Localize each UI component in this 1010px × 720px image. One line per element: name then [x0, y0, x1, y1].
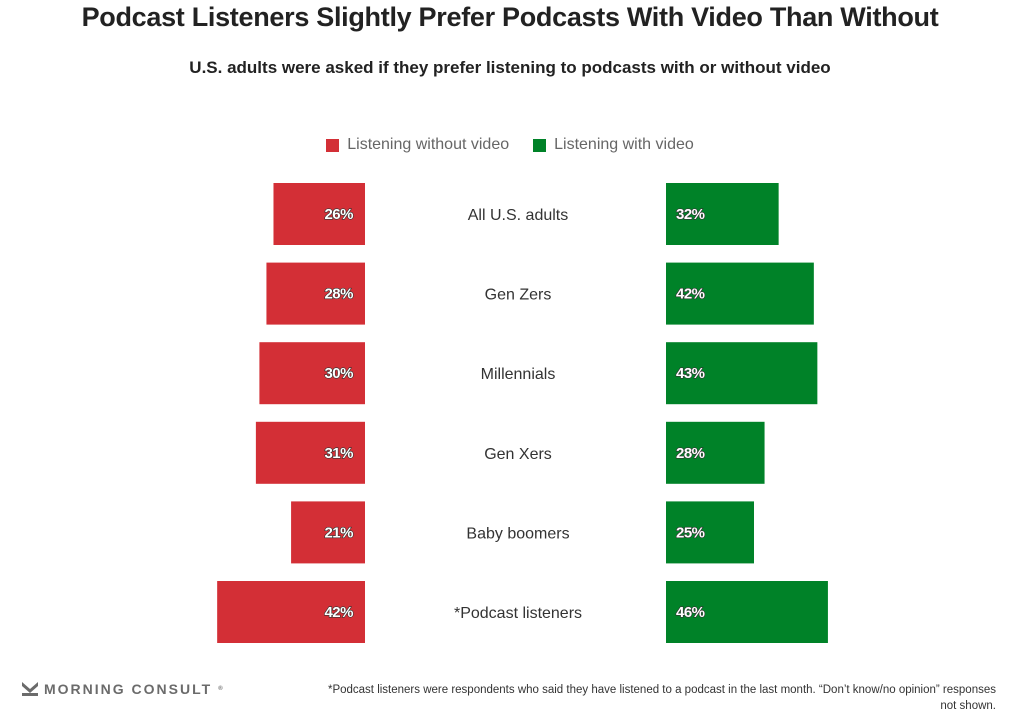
bar-listening-without-video-gen-xers	[255, 421, 365, 484]
legend-swatch-without-video	[326, 138, 340, 152]
data-label-listening-with-video-gen-zers: 42%	[676, 286, 705, 303]
data-label-listening-with-video-baby-boomers: 25%	[676, 524, 705, 541]
footnote: *Podcast listeners were respondents who …	[327, 684, 996, 712]
data-label-listening-without-video-all-u-s-adults: 26%	[324, 206, 353, 223]
legend-label-with-video: Listening with video	[554, 136, 694, 153]
bar-listening-with-video-podcast-listeners	[666, 581, 828, 643]
chart-row-podcast-listeners: 42% 46% *Podcast listeners	[217, 581, 828, 643]
bar-listening-with-video-baby-boomers	[666, 501, 754, 564]
chart-row-millennials: 30% 43% Millennials	[259, 342, 818, 405]
bar-listening-with-video-all-u-s-adults	[666, 183, 779, 245]
logo-registered-mark: ®	[218, 686, 223, 692]
data-label-listening-with-video-podcast-listeners: 46%	[676, 604, 705, 621]
bar-listening-without-video-podcast-listeners	[217, 581, 365, 643]
data-label-listening-without-video-baby-boomers: 21%	[324, 524, 353, 541]
bar-listening-without-video-baby-boomers	[291, 501, 365, 564]
chart-title: Podcast Listeners Slightly Prefer Podcas…	[81, 2, 939, 32]
legend: Listening without video Listening with v…	[0, 136, 1010, 154]
legend-item-without-video: Listening without video	[326, 136, 509, 154]
chart-row-all-u-s-adults: 26% 32% All U.S. adults	[273, 183, 779, 245]
chart-row-baby-boomers: 21% 25% Baby boomers	[291, 501, 754, 564]
bar-listening-with-video-millennials	[666, 342, 818, 405]
data-label-listening-with-video-millennials: 43%	[676, 365, 705, 382]
legend-label-without-video: Listening without video	[347, 136, 510, 153]
data-label-listening-with-video-gen-xers: 28%	[676, 445, 705, 462]
legend-item-with-video: Listening with video	[533, 136, 694, 154]
bar-listening-without-video-all-u-s-adults	[273, 183, 365, 245]
data-label-listening-without-video-millennials: 30%	[324, 365, 353, 382]
morning-consult-logo-icon	[22, 682, 38, 696]
data-label-listening-without-video-gen-xers: 31%	[324, 445, 353, 462]
data-label-listening-with-video-all-u-s-adults: 32%	[676, 206, 705, 223]
chart-row-gen-xers: 31% 28% Gen Xers	[255, 421, 765, 484]
category-label-baby-boomers: Baby boomers	[466, 525, 569, 542]
data-label-listening-without-video-podcast-listeners: 42%	[324, 604, 353, 621]
butterfly-bar-chart: 26% 32% All U.S. adults 28% 42% Gen Zers 30% 43…	[217, 183, 828, 643]
morning-consult-logo: MORNING CONSULT ®	[22, 681, 223, 697]
bar-listening-with-video-gen-xers	[666, 421, 765, 484]
data-label-listening-without-video-gen-zers: 28%	[324, 286, 353, 303]
logo-text: MORNING CONSULT	[44, 681, 213, 697]
bar-listening-without-video-millennials	[259, 342, 365, 405]
category-label-gen-zers: Gen Zers	[485, 287, 552, 304]
bar-listening-with-video-gen-zers	[666, 262, 814, 325]
category-label-gen-xers: Gen Xers	[484, 446, 552, 463]
chart-row-gen-zers: 28% 42% Gen Zers	[266, 262, 814, 325]
category-label-millennials: Millennials	[481, 366, 556, 383]
legend-swatch-with-video	[533, 138, 547, 152]
chart-subtitle: U.S. adults were asked if they prefer li…	[189, 58, 831, 77]
bar-listening-without-video-gen-zers	[266, 262, 365, 325]
category-label-all-u-s-adults: All U.S. adults	[468, 207, 568, 224]
category-label-podcast-listeners: *Podcast listeners	[454, 605, 582, 622]
